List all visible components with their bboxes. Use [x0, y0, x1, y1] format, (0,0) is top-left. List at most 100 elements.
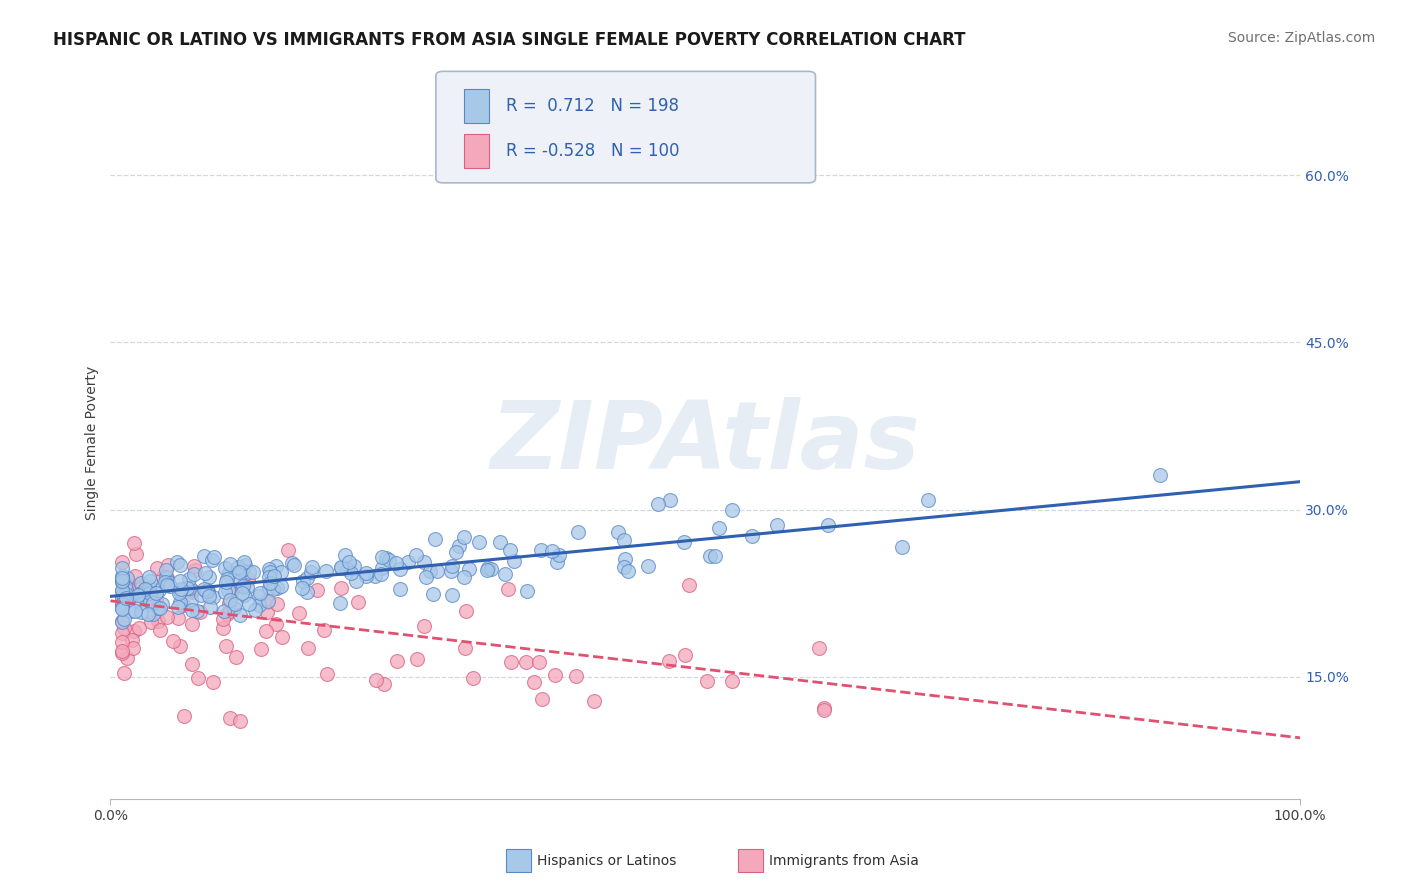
Point — [543, 668, 565, 682]
Point — [235, 558, 257, 573]
Point — [232, 579, 254, 593]
Point — [114, 576, 136, 591]
Point — [817, 517, 839, 532]
Point — [295, 571, 318, 585]
Point — [146, 614, 169, 628]
Point — [329, 559, 352, 574]
Text: Source: ZipAtlas.com: Source: ZipAtlas.com — [1227, 31, 1375, 45]
Point — [125, 548, 148, 562]
Point — [396, 555, 419, 569]
Point — [343, 558, 366, 573]
Point — [259, 565, 281, 579]
Point — [111, 569, 134, 583]
Point — [218, 557, 240, 571]
Point — [499, 543, 522, 558]
Point — [111, 625, 134, 640]
Point — [155, 563, 177, 577]
Point — [477, 560, 499, 574]
Point — [454, 640, 477, 655]
Point — [370, 566, 392, 581]
Point — [167, 610, 190, 624]
Point — [142, 595, 165, 609]
Point — [218, 566, 240, 580]
Point — [129, 586, 152, 600]
Point — [173, 708, 195, 723]
Point — [141, 615, 163, 629]
Point — [111, 601, 134, 615]
Point — [444, 545, 467, 559]
Point — [374, 551, 396, 566]
Point — [114, 575, 136, 590]
Point — [228, 714, 250, 728]
Point — [364, 568, 387, 582]
Point — [156, 609, 179, 624]
Point — [111, 597, 134, 611]
Point — [195, 582, 218, 597]
Point — [176, 581, 198, 595]
Point — [315, 667, 337, 681]
Point — [453, 530, 475, 544]
Point — [180, 592, 202, 607]
Point — [197, 583, 219, 598]
Point — [530, 691, 553, 706]
Point — [139, 594, 162, 608]
Point — [231, 580, 253, 594]
Point — [169, 639, 191, 653]
Point — [658, 492, 681, 507]
Point — [527, 655, 550, 669]
Point — [202, 590, 225, 604]
Point — [741, 529, 763, 543]
Point — [257, 594, 280, 608]
Point — [281, 556, 304, 570]
Point — [115, 651, 138, 665]
Point — [172, 599, 194, 613]
Text: HISPANIC OR LATINO VS IMMIGRANTS FROM ASIA SINGLE FEMALE POVERTY CORRELATION CHA: HISPANIC OR LATINO VS IMMIGRANTS FROM AS… — [53, 31, 966, 49]
Text: R =  0.712   N = 198: R = 0.712 N = 198 — [506, 97, 679, 115]
Point — [270, 565, 292, 579]
Point — [201, 674, 224, 689]
Point — [250, 642, 273, 657]
Point — [215, 574, 238, 589]
Point — [340, 566, 363, 580]
Point — [115, 591, 138, 606]
Point — [167, 600, 190, 615]
Point — [283, 558, 305, 572]
Point — [415, 570, 437, 584]
Point — [145, 593, 167, 607]
Point — [114, 587, 136, 601]
Point — [503, 554, 526, 568]
Point — [330, 581, 353, 595]
Point — [546, 555, 568, 569]
Point — [315, 564, 337, 578]
Y-axis label: Single Female Poverty: Single Female Poverty — [86, 366, 100, 520]
Point — [813, 701, 835, 715]
Point — [222, 600, 245, 615]
Point — [242, 565, 264, 579]
Point — [479, 562, 502, 576]
Point — [129, 597, 152, 611]
Point — [111, 555, 134, 569]
Point — [259, 576, 281, 591]
Point — [354, 566, 377, 580]
Point — [616, 564, 638, 578]
Point — [214, 561, 236, 575]
Point — [243, 603, 266, 617]
Point — [145, 586, 167, 600]
Point — [120, 590, 142, 604]
Point — [704, 549, 727, 563]
Point — [371, 561, 394, 575]
Point — [214, 604, 236, 618]
Point — [215, 639, 238, 653]
Point — [256, 595, 278, 609]
Point — [136, 607, 159, 622]
Point — [678, 578, 700, 592]
Point — [139, 574, 162, 589]
Point — [111, 571, 134, 585]
Point — [385, 654, 408, 668]
Point — [134, 582, 156, 597]
Point — [152, 570, 174, 584]
Point — [221, 582, 243, 597]
Point — [139, 586, 162, 600]
Point — [228, 607, 250, 622]
Point — [179, 582, 201, 597]
